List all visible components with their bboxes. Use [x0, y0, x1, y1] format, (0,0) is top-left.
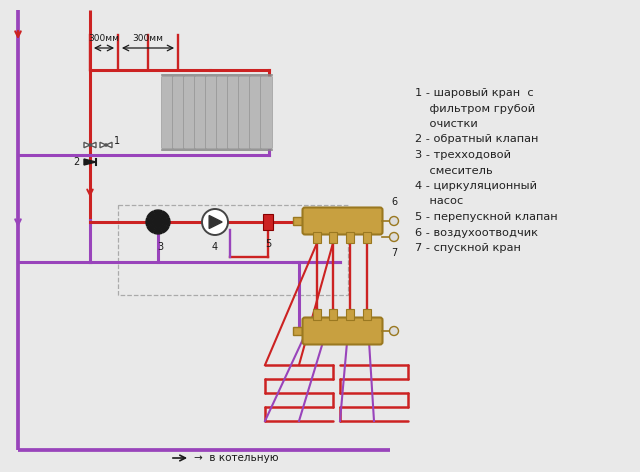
Bar [118, 205, 348, 295]
FancyBboxPatch shape [250, 76, 261, 149]
Polygon shape [84, 142, 90, 148]
Circle shape [155, 219, 161, 225]
Polygon shape [154, 210, 162, 222]
Text: 1 - шаровый кран  с: 1 - шаровый кран с [415, 88, 534, 98]
Bar [313, 309, 321, 320]
Bar [293, 327, 305, 335]
Circle shape [390, 233, 399, 242]
Polygon shape [106, 142, 112, 148]
Bar [329, 232, 337, 243]
Text: 4: 4 [212, 242, 218, 252]
FancyBboxPatch shape [195, 76, 206, 149]
Bar [263, 214, 273, 230]
Polygon shape [158, 218, 170, 226]
Circle shape [390, 217, 399, 226]
Bar [293, 217, 305, 225]
Polygon shape [209, 216, 222, 228]
FancyBboxPatch shape [239, 76, 250, 149]
FancyBboxPatch shape [217, 76, 228, 149]
Text: →  в котельную: → в котельную [194, 453, 278, 463]
Polygon shape [154, 222, 162, 234]
FancyBboxPatch shape [173, 76, 184, 149]
Bar [346, 232, 354, 243]
Text: смеситель: смеситель [415, 166, 493, 176]
Circle shape [105, 144, 107, 146]
Bar [329, 309, 337, 320]
FancyBboxPatch shape [205, 76, 218, 149]
Text: 300мм: 300мм [88, 34, 120, 43]
Text: 5: 5 [265, 239, 271, 249]
Polygon shape [146, 218, 158, 226]
Bar [363, 232, 371, 243]
Polygon shape [100, 142, 106, 148]
Text: 7: 7 [391, 248, 397, 258]
Text: очистки: очистки [415, 119, 477, 129]
FancyBboxPatch shape [184, 76, 195, 149]
Polygon shape [158, 211, 169, 222]
Text: 3 - трехходовой: 3 - трехходовой [415, 150, 511, 160]
Circle shape [390, 327, 399, 336]
Text: 6: 6 [391, 197, 397, 207]
FancyBboxPatch shape [162, 76, 173, 149]
Polygon shape [158, 222, 169, 233]
FancyBboxPatch shape [260, 76, 272, 149]
Text: 1: 1 [114, 136, 120, 146]
Bar [363, 309, 371, 320]
Bar [313, 232, 321, 243]
FancyBboxPatch shape [228, 76, 239, 149]
Text: 6 - воздухоотводчик: 6 - воздухоотводчик [415, 228, 538, 237]
Text: 4 - циркуляционный: 4 - циркуляционный [415, 181, 537, 191]
Text: 2 - обратный клапан: 2 - обратный клапан [415, 135, 538, 144]
Polygon shape [147, 211, 158, 222]
Circle shape [89, 144, 91, 146]
Text: насос: насос [415, 196, 463, 207]
Text: 7 - спускной кран: 7 - спускной кран [415, 243, 521, 253]
FancyBboxPatch shape [303, 318, 383, 345]
Text: 3: 3 [157, 242, 163, 252]
Polygon shape [84, 159, 96, 165]
FancyBboxPatch shape [303, 208, 383, 235]
Text: 2: 2 [74, 157, 80, 167]
Circle shape [202, 209, 228, 235]
Text: 300мм: 300мм [132, 34, 163, 43]
Text: 5 - перепускной клапан: 5 - перепускной клапан [415, 212, 557, 222]
Polygon shape [90, 142, 96, 148]
Polygon shape [147, 222, 158, 233]
Bar [346, 309, 354, 320]
Text: фильтром грубой: фильтром грубой [415, 103, 535, 113]
